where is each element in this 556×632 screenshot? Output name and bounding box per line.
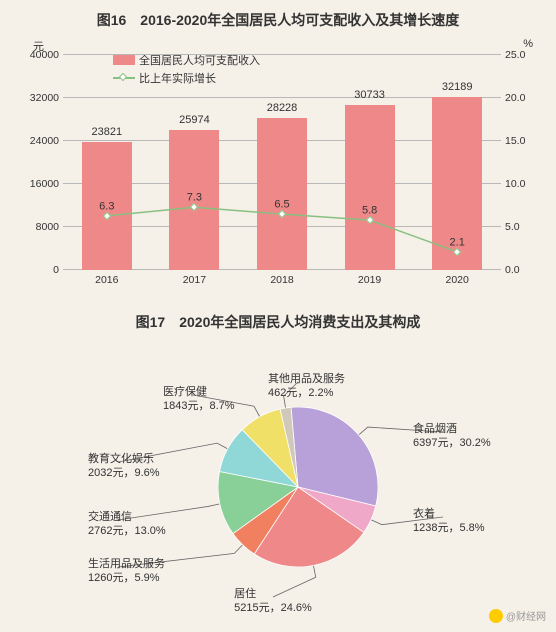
- pie-label: 医疗保健1843元，8.7%: [163, 385, 235, 414]
- chart1-container: 元 % 全国居民人均可支配收入 比上年实际增长 0800016000240003…: [13, 30, 543, 300]
- xtick: 2020: [446, 274, 469, 286]
- pie-label-name: 教育文化娱乐: [88, 452, 160, 466]
- bar: 30733: [345, 105, 395, 270]
- chart2-title: 图17 2020年全国居民人均消费支出及其构成: [0, 312, 556, 332]
- pie-label: 衣着1238元，5.8%: [413, 507, 485, 536]
- pie-label-value: 6397元，30.2%: [413, 436, 491, 450]
- line-label: 5.8: [362, 205, 377, 217]
- ytick-right: 15.0: [505, 135, 525, 147]
- gridline: [63, 54, 501, 55]
- pie-label-name: 衣着: [413, 507, 485, 521]
- pie-wrap: [218, 407, 378, 567]
- bar-label: 32189: [432, 81, 482, 93]
- xtick: 2016: [95, 274, 118, 286]
- ytick-right: 25.0: [505, 49, 525, 61]
- pie-label-value: 1260元，5.9%: [88, 571, 165, 585]
- pie-label: 居住5215元，24.6%: [234, 587, 312, 616]
- line-label: 7.3: [187, 192, 202, 204]
- pie-label: 其他用品及服务462元，2.2%: [268, 372, 345, 401]
- pie-label-value: 2762元，13.0%: [88, 524, 166, 538]
- ytick-right: 5.0: [505, 221, 520, 233]
- bar-label: 30733: [345, 89, 395, 101]
- watermark: @财经网: [489, 608, 546, 623]
- pie-label-value: 462元，2.2%: [268, 386, 345, 400]
- xtick: 2017: [183, 274, 206, 286]
- ytick-left: 40000: [30, 49, 59, 61]
- line-label: 6.5: [274, 198, 289, 210]
- xtick: 2019: [358, 274, 381, 286]
- xtick: 2018: [270, 274, 293, 286]
- line-label: 6.3: [99, 200, 114, 212]
- bar-label: 23821: [82, 126, 132, 138]
- watermark-text: @财经网: [506, 608, 546, 623]
- pie-label: 教育文化娱乐2032元，9.6%: [88, 452, 160, 481]
- ytick-right: 10.0: [505, 178, 525, 190]
- ytick-left: 0: [53, 264, 59, 276]
- pie-label-name: 食品烟酒: [413, 422, 491, 436]
- pie-label-name: 交通通信: [88, 510, 166, 524]
- ytick-left: 32000: [30, 92, 59, 104]
- pie-label-value: 2032元，9.6%: [88, 466, 160, 480]
- chart2-container: 食品烟酒6397元，30.2% 衣着1238元，5.8% 居住5215元，24.6%…: [13, 332, 543, 632]
- chart1-title: 图16 2016-2020年全国居民人均可支配收入及其增长速度: [0, 0, 556, 30]
- pie-label-value: 1843元，8.7%: [163, 399, 235, 413]
- pie-label-name: 生活用品及服务: [88, 557, 165, 571]
- ytick-right: 0.0: [505, 264, 520, 276]
- ytick-left: 16000: [30, 178, 59, 190]
- watermark-icon: [489, 609, 503, 623]
- pie-label-name: 居住: [234, 587, 312, 601]
- bar-label: 28228: [257, 102, 307, 114]
- pie-label-name: 其他用品及服务: [268, 372, 345, 386]
- pie-label-name: 医疗保健: [163, 385, 235, 399]
- pie-label-value: 5215元，24.6%: [234, 601, 312, 615]
- bar-label: 25974: [169, 114, 219, 126]
- ytick-left: 8000: [36, 221, 59, 233]
- chart1-plot-area: 08000160002400032000400000.05.010.015.02…: [63, 55, 501, 270]
- line-label: 2.1: [450, 236, 465, 248]
- ytick-left: 24000: [30, 135, 59, 147]
- bar: 28228: [257, 118, 307, 270]
- ytick-right: 20.0: [505, 92, 525, 104]
- pie-label: 生活用品及服务1260元，5.9%: [88, 557, 165, 586]
- pie-label-value: 1238元，5.8%: [413, 521, 485, 535]
- pie-label: 交通通信2762元，13.0%: [88, 510, 166, 539]
- pie-chart: [218, 407, 378, 567]
- pie-label: 食品烟酒6397元，30.2%: [413, 422, 491, 451]
